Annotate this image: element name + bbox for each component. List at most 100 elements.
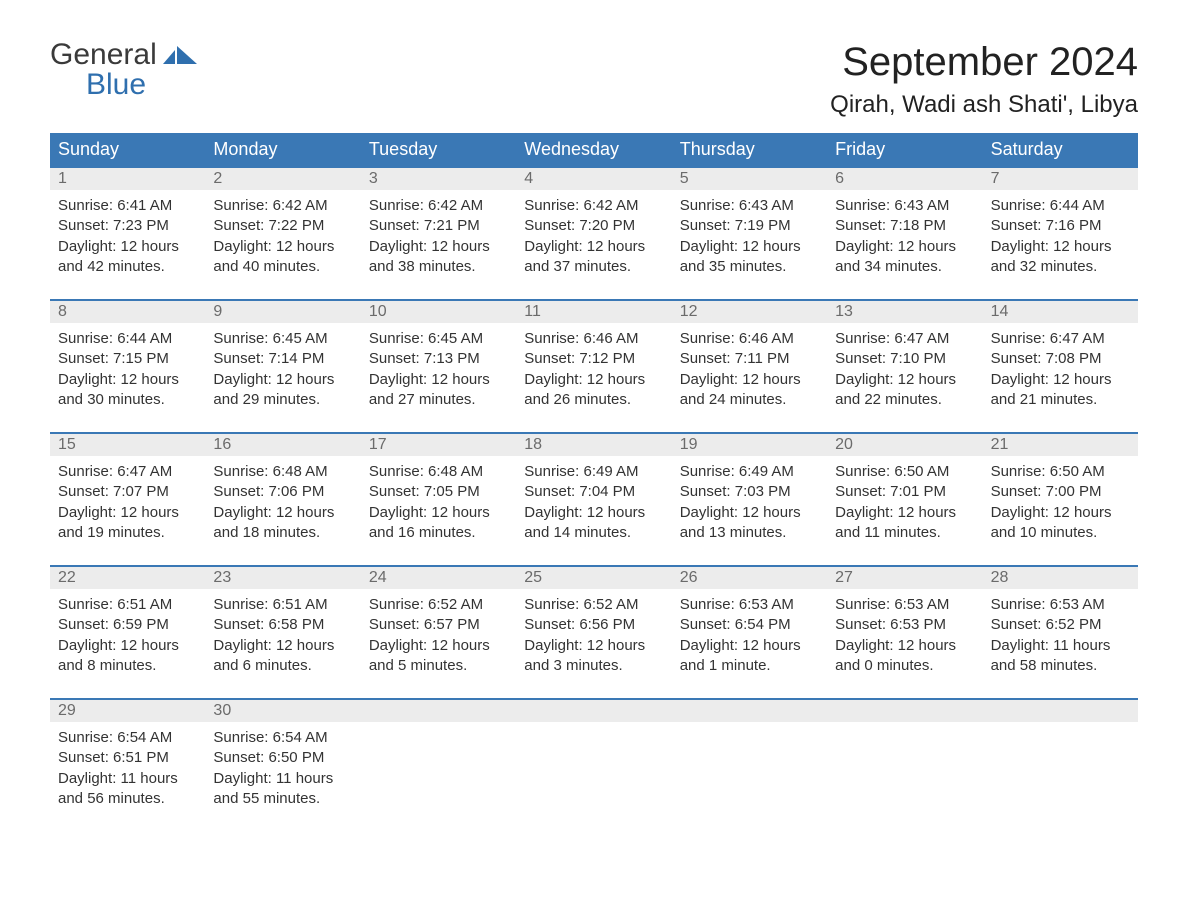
day-day1: Daylight: 12 hours: [835, 370, 974, 390]
day-day1: Daylight: 12 hours: [835, 237, 974, 257]
day-number: 2: [205, 168, 360, 190]
daynum-row: 891011121314: [50, 299, 1138, 323]
title-block: September 2024 Qirah, Wadi ash Shati', L…: [830, 40, 1138, 119]
day-day2: and 58 minutes.: [991, 656, 1130, 676]
dow-cell: Thursday: [672, 133, 827, 166]
day-number: 12: [672, 301, 827, 323]
day-cell: Sunrise: 6:51 AMSunset: 6:58 PMDaylight:…: [205, 589, 360, 680]
day-day1: Daylight: 11 hours: [58, 769, 197, 789]
dow-cell: Wednesday: [516, 133, 671, 166]
day-sunrise: Sunrise: 6:49 AM: [524, 462, 663, 482]
day-day2: and 5 minutes.: [369, 656, 508, 676]
page-title: September 2024: [830, 40, 1138, 85]
day-of-week-header: SundayMondayTuesdayWednesdayThursdayFrid…: [50, 133, 1138, 166]
day-cell: Sunrise: 6:42 AMSunset: 7:20 PMDaylight:…: [516, 190, 671, 281]
day-sunrise: Sunrise: 6:42 AM: [213, 196, 352, 216]
day-cell: Sunrise: 6:49 AMSunset: 7:03 PMDaylight:…: [672, 456, 827, 547]
day-day2: and 27 minutes.: [369, 390, 508, 410]
dow-cell: Friday: [827, 133, 982, 166]
day-number: 14: [983, 301, 1138, 323]
day-sunrise: Sunrise: 6:54 AM: [213, 728, 352, 748]
day-sunset: Sunset: 7:16 PM: [991, 216, 1130, 236]
dow-cell: Monday: [205, 133, 360, 166]
day-cell: Sunrise: 6:54 AMSunset: 6:50 PMDaylight:…: [205, 722, 360, 813]
day-cell: Sunrise: 6:54 AMSunset: 6:51 PMDaylight:…: [50, 722, 205, 813]
day-sunrise: Sunrise: 6:52 AM: [369, 595, 508, 615]
day-sunrise: Sunrise: 6:42 AM: [524, 196, 663, 216]
flag-icon: [163, 40, 197, 70]
day-sunset: Sunset: 7:01 PM: [835, 482, 974, 502]
day-number: 21: [983, 434, 1138, 456]
day-cell: Sunrise: 6:46 AMSunset: 7:12 PMDaylight:…: [516, 323, 671, 414]
day-number: 5: [672, 168, 827, 190]
day-sunrise: Sunrise: 6:44 AM: [991, 196, 1130, 216]
calendar: SundayMondayTuesdayWednesdayThursdayFrid…: [50, 133, 1138, 813]
day-sunrise: Sunrise: 6:49 AM: [680, 462, 819, 482]
day-sunrise: Sunrise: 6:51 AM: [213, 595, 352, 615]
day-number: 29: [50, 700, 205, 722]
day-day2: and 0 minutes.: [835, 656, 974, 676]
logo-word-blue: Blue: [50, 70, 197, 100]
day-day2: and 13 minutes.: [680, 523, 819, 543]
header: General Blue September 2024 Qirah, Wadi …: [50, 40, 1138, 119]
day-day2: and 6 minutes.: [213, 656, 352, 676]
dow-cell: Tuesday: [361, 133, 516, 166]
day-day1: Daylight: 12 hours: [369, 503, 508, 523]
day-day2: and 30 minutes.: [58, 390, 197, 410]
day-day1: Daylight: 12 hours: [835, 503, 974, 523]
day-sunrise: Sunrise: 6:41 AM: [58, 196, 197, 216]
day-day2: and 16 minutes.: [369, 523, 508, 543]
day-day2: and 35 minutes.: [680, 257, 819, 277]
day-number: 19: [672, 434, 827, 456]
day-sunset: Sunset: 7:06 PM: [213, 482, 352, 502]
day-sunset: Sunset: 7:08 PM: [991, 349, 1130, 369]
day-number: 23: [205, 567, 360, 589]
day-sunrise: Sunrise: 6:52 AM: [524, 595, 663, 615]
day-sunset: Sunset: 7:22 PM: [213, 216, 352, 236]
day-cell: Sunrise: 6:44 AMSunset: 7:15 PMDaylight:…: [50, 323, 205, 414]
daynum-row: 15161718192021: [50, 432, 1138, 456]
day-cell: [983, 722, 1138, 813]
day-number: 4: [516, 168, 671, 190]
day-cell: [361, 722, 516, 813]
day-number: [827, 700, 982, 722]
day-sunset: Sunset: 7:12 PM: [524, 349, 663, 369]
day-sunrise: Sunrise: 6:54 AM: [58, 728, 197, 748]
day-cell: Sunrise: 6:43 AMSunset: 7:18 PMDaylight:…: [827, 190, 982, 281]
day-day2: and 40 minutes.: [213, 257, 352, 277]
day-day1: Daylight: 12 hours: [58, 370, 197, 390]
day-sunrise: Sunrise: 6:51 AM: [58, 595, 197, 615]
day-cell: [827, 722, 982, 813]
day-sunset: Sunset: 7:19 PM: [680, 216, 819, 236]
day-sunset: Sunset: 7:05 PM: [369, 482, 508, 502]
day-day1: Daylight: 12 hours: [991, 503, 1130, 523]
day-day2: and 32 minutes.: [991, 257, 1130, 277]
week-row: 1234567Sunrise: 6:41 AMSunset: 7:23 PMDa…: [50, 166, 1138, 281]
day-sunset: Sunset: 7:10 PM: [835, 349, 974, 369]
day-cell: Sunrise: 6:53 AMSunset: 6:53 PMDaylight:…: [827, 589, 982, 680]
day-sunrise: Sunrise: 6:47 AM: [835, 329, 974, 349]
day-day1: Daylight: 12 hours: [524, 370, 663, 390]
day-sunrise: Sunrise: 6:44 AM: [58, 329, 197, 349]
day-day2: and 3 minutes.: [524, 656, 663, 676]
day-day2: and 14 minutes.: [524, 523, 663, 543]
day-day1: Daylight: 12 hours: [213, 503, 352, 523]
day-sunrise: Sunrise: 6:53 AM: [680, 595, 819, 615]
week-row: 15161718192021Sunrise: 6:47 AMSunset: 7:…: [50, 432, 1138, 547]
day-day1: Daylight: 12 hours: [213, 370, 352, 390]
day-sunset: Sunset: 6:54 PM: [680, 615, 819, 635]
day-day1: Daylight: 12 hours: [680, 636, 819, 656]
weeks-container: 1234567Sunrise: 6:41 AMSunset: 7:23 PMDa…: [50, 166, 1138, 813]
day-cell: Sunrise: 6:42 AMSunset: 7:22 PMDaylight:…: [205, 190, 360, 281]
day-sunset: Sunset: 7:21 PM: [369, 216, 508, 236]
day-day2: and 26 minutes.: [524, 390, 663, 410]
day-sunset: Sunset: 7:20 PM: [524, 216, 663, 236]
logo-word-general: General: [50, 40, 157, 70]
day-sunset: Sunset: 7:23 PM: [58, 216, 197, 236]
day-day2: and 34 minutes.: [835, 257, 974, 277]
day-cell: Sunrise: 6:43 AMSunset: 7:19 PMDaylight:…: [672, 190, 827, 281]
week-row: 891011121314Sunrise: 6:44 AMSunset: 7:15…: [50, 299, 1138, 414]
day-day1: Daylight: 11 hours: [991, 636, 1130, 656]
day-sunset: Sunset: 6:57 PM: [369, 615, 508, 635]
day-day2: and 22 minutes.: [835, 390, 974, 410]
